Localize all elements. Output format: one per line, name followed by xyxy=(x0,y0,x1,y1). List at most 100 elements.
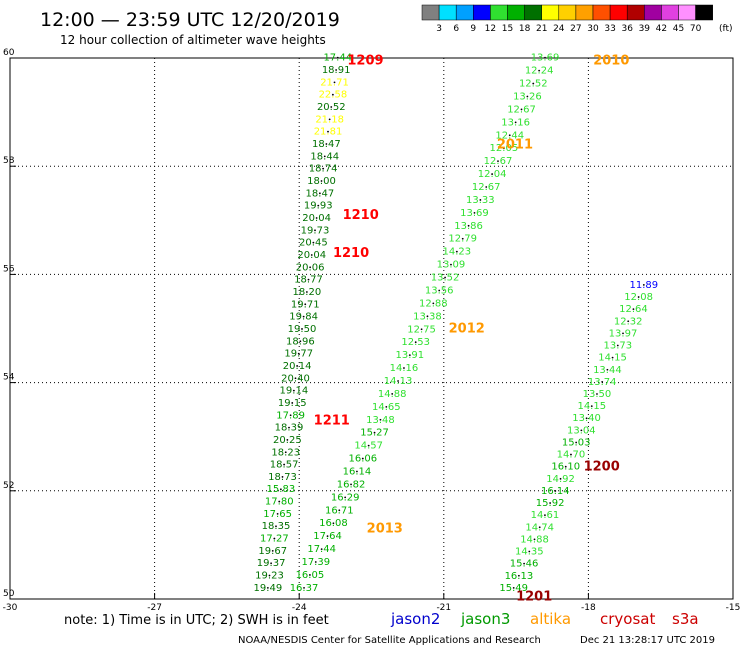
track-point xyxy=(575,441,578,444)
track-point xyxy=(296,365,299,367)
track-point xyxy=(580,429,583,432)
wave-height-label: 18.35 xyxy=(262,521,291,532)
wave-height-label: 13.73 xyxy=(603,341,632,352)
footer-credit: NOAA/NESDIS Center for Satellite Applica… xyxy=(238,635,541,646)
wave-height-label: 13.86 xyxy=(454,221,483,232)
wave-height-label: 12.53 xyxy=(401,337,430,348)
wave-height-label: 20.04 xyxy=(302,213,331,224)
wave-height-label: 14.15 xyxy=(598,353,627,364)
satellite-legend: jason2 jason3 altika cryosat s3a xyxy=(390,610,699,628)
track-point xyxy=(288,426,290,429)
pass-label: 2010 xyxy=(593,54,629,69)
legend-swatch xyxy=(558,4,577,21)
wave-height-label: 14.57 xyxy=(354,441,383,452)
wave-height-label: 20.45 xyxy=(299,238,328,249)
wave-height-label: 15.46 xyxy=(510,559,539,570)
legend-label: 30 xyxy=(587,24,599,34)
track-point xyxy=(276,513,279,515)
track-point xyxy=(333,81,336,84)
wave-height-label: 12.52 xyxy=(519,79,548,90)
track-point xyxy=(491,173,494,175)
track-point xyxy=(299,340,302,343)
track-point xyxy=(549,502,552,504)
track-point xyxy=(391,393,394,395)
wave-height-label: 13.04 xyxy=(567,425,596,436)
wave-height-label: 19.84 xyxy=(289,312,318,323)
wave-height-label: 19.77 xyxy=(284,349,313,360)
wave-height-label: 19.23 xyxy=(255,571,284,582)
wave-height-label: 14.61 xyxy=(531,510,560,521)
legend-label: 3 xyxy=(436,24,442,34)
track-point xyxy=(305,291,308,293)
satellite-name: s3a xyxy=(672,610,699,628)
wave-height-label: 16.82 xyxy=(337,479,366,490)
track-point xyxy=(385,405,388,408)
track-point xyxy=(637,296,640,298)
track-point xyxy=(281,476,284,478)
legend-swatch xyxy=(438,4,457,21)
wave-height-label: 15.49 xyxy=(499,583,528,594)
wave-height-label: 12.67 xyxy=(484,156,513,167)
track-point xyxy=(554,490,557,492)
track-point xyxy=(564,465,567,468)
track-point xyxy=(301,328,303,330)
wave-height-label: 15.03 xyxy=(562,437,591,448)
track-point xyxy=(286,439,289,441)
track-point xyxy=(473,211,476,214)
pass-label: 1210 xyxy=(333,246,369,261)
y-tick-label: 50 xyxy=(3,589,15,599)
track-point xyxy=(315,217,318,219)
track-point xyxy=(291,402,294,404)
pass-label: 2012 xyxy=(449,322,485,337)
wave-height-label: 12.05 xyxy=(490,143,519,154)
track-point xyxy=(309,266,312,269)
track-point xyxy=(606,368,609,371)
wave-height-label: 14.88 xyxy=(378,389,407,400)
track-point xyxy=(432,302,435,305)
track-point xyxy=(461,237,464,240)
track-point xyxy=(294,377,297,380)
track-point xyxy=(331,93,334,96)
legend-swatch xyxy=(575,4,594,21)
wave-height-label: 17.80 xyxy=(265,497,294,508)
legend-swatch xyxy=(541,4,560,21)
pass-label: 1201 xyxy=(516,589,552,604)
track-point xyxy=(317,204,320,207)
track-point xyxy=(508,134,511,137)
track-point xyxy=(502,147,505,150)
track-point xyxy=(330,106,333,108)
footer-note: note: 1) Time is in UTC; 2) SWH is in fe… xyxy=(64,613,329,628)
wave-height-label: 12.04 xyxy=(478,169,507,180)
legend-label: 18 xyxy=(519,24,531,34)
wave-height-label: 18.74 xyxy=(309,164,338,175)
track-point xyxy=(514,121,517,124)
wave-height-label: 13.74 xyxy=(588,377,617,388)
track-point xyxy=(585,417,588,420)
wave-height-label: 21.18 xyxy=(315,114,344,125)
wave-height-label: 14.65 xyxy=(372,402,401,413)
wave-height-label: 19.14 xyxy=(280,386,309,397)
legend-swatch xyxy=(490,4,508,21)
wave-height-label: 13.40 xyxy=(572,413,601,424)
pass-label: 1200 xyxy=(584,459,620,474)
wave-height-label: 18.47 xyxy=(306,188,335,199)
wave-height-label: 18.57 xyxy=(270,460,299,471)
wave-height-label: 13.38 xyxy=(413,311,442,322)
track-point xyxy=(323,155,326,158)
legend-label: 21 xyxy=(536,24,547,34)
track-point xyxy=(538,69,541,72)
satellite-name: jason2 xyxy=(390,610,440,628)
wave-height-label: 17.64 xyxy=(313,531,342,542)
wave-height-label: 13.50 xyxy=(583,389,612,400)
wave-height-label: 21.71 xyxy=(320,77,349,88)
x-tick-label: -27 xyxy=(147,603,162,613)
wave-height-label: 17.65 xyxy=(263,509,292,520)
track-point xyxy=(268,574,271,577)
wave-height-label: 15.92 xyxy=(536,498,565,509)
wave-height-label: 17.89 xyxy=(276,410,305,421)
wave-height-label: 12.64 xyxy=(619,304,648,315)
wave-height-label: 14.74 xyxy=(525,522,554,533)
wave-height-label: 13.97 xyxy=(609,328,638,339)
track-point xyxy=(275,525,277,528)
track-point xyxy=(632,308,635,311)
